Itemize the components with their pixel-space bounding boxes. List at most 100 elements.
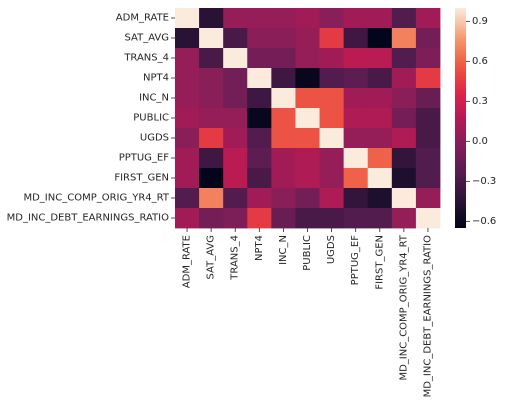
heatmap-cell (271, 88, 296, 109)
y-tick-label: INC_N (139, 93, 169, 104)
heatmap-cell (343, 128, 369, 149)
heatmap-cell (295, 8, 320, 29)
heatmap-cell (247, 148, 272, 169)
heatmap-cell (295, 28, 320, 49)
heatmap-cell (367, 88, 393, 109)
heatmap-cell (319, 28, 345, 49)
y-tick-label: PPTUG_EF (119, 153, 170, 164)
heatmap-cell (199, 128, 224, 149)
heatmap-cell (319, 108, 345, 129)
heatmap-cell (223, 108, 248, 129)
heatmap-cell (271, 48, 296, 69)
heatmap-cell (415, 8, 441, 29)
heatmap-cell (175, 148, 200, 169)
heatmap-cell (223, 208, 248, 229)
heatmap-cell (343, 8, 369, 29)
x-tick-label: FIRST_GEN (374, 235, 385, 290)
x-tick-label: UGDS (326, 235, 337, 264)
heatmap-cell (199, 148, 224, 169)
heatmap-cell (199, 108, 224, 129)
heatmap-cell (271, 208, 296, 229)
x-tick-label: PUBLIC (302, 235, 313, 271)
heatmap-cell (223, 128, 248, 149)
heatmap-cell (367, 68, 393, 89)
heatmap-cell (175, 128, 200, 149)
heatmap-cell (223, 8, 248, 29)
heatmap-cell (391, 188, 417, 209)
heatmap-cell (391, 128, 417, 149)
heatmap-cells (175, 8, 441, 229)
heatmap-cell (247, 208, 272, 229)
heatmap-cell (271, 108, 296, 129)
colorbar-ticks: 0.9 0.6 0.3 0.0 −0.3 −0.6 (466, 16, 496, 227)
heatmap-cell (391, 88, 417, 109)
heatmap-cell (223, 148, 248, 169)
heatmap-cell (295, 88, 320, 109)
heatmap-cell (367, 168, 393, 189)
heatmap-cell (343, 208, 369, 229)
heatmap-cell (319, 88, 345, 109)
heatmap-cell (343, 188, 369, 209)
colorbar-tick-label: 0.9 (472, 16, 488, 27)
y-tick-label: NPT4 (143, 73, 169, 84)
y-tick-label: PUBLIC (133, 113, 169, 124)
heatmap-cell (247, 88, 272, 109)
heatmap-cell (223, 188, 248, 209)
heatmap-cell (199, 188, 224, 209)
heatmap-cell (223, 68, 248, 89)
x-tick-label: SAT_AVG (206, 235, 217, 280)
colorbar-gradient (455, 8, 466, 228)
heatmap-cell (295, 68, 320, 89)
heatmap-cell (295, 148, 320, 169)
x-tick-label: NPT4 (254, 235, 265, 261)
heatmap-cell (175, 168, 200, 189)
heatmap-cell (319, 188, 345, 209)
heatmap-cell (415, 168, 441, 189)
heatmap-cell (343, 148, 369, 169)
x-tick-label: MD_INC_COMP_ORIG_YR4_RT (398, 234, 409, 380)
y-tick-labels: ADM_RATE SAT_AVG TRANS_4 NPT4 INC_N PUBLIC UGD… (7, 13, 175, 224)
x-tick-label: ADM_RATE (182, 235, 193, 288)
y-tick-label: UGDS (140, 133, 169, 144)
heatmap-cell (319, 68, 345, 89)
x-tick-label: MD_INC_DEBT_EARNINGS_RATIO (422, 235, 433, 398)
heatmap-cell (391, 148, 417, 169)
heatmap-cell (415, 108, 441, 129)
x-tick-label: INC_N (278, 235, 289, 265)
heatmap-cell (199, 68, 224, 89)
y-tick-label: MD_INC_COMP_ORIG_YR4_RT (23, 193, 169, 204)
heatmap-cell (367, 148, 393, 169)
heatmap-cell (247, 168, 272, 189)
heatmap-cell (343, 48, 369, 69)
heatmap-cell (247, 68, 272, 89)
heatmap-cell (343, 68, 369, 89)
heatmap-cell (319, 208, 345, 229)
heatmap-cell (367, 108, 393, 129)
y-tick-label: SAT_AVG (125, 33, 170, 44)
heatmap-cell (247, 188, 272, 209)
heatmap-cell (367, 188, 393, 209)
heatmap-cell (391, 168, 417, 189)
x-tick-label: TRANS_4 (230, 235, 241, 281)
heatmap-cell (271, 188, 296, 209)
colorbar (455, 8, 466, 228)
heatmap-cell (247, 48, 272, 69)
heatmap-cell (175, 48, 200, 69)
colorbar-tick-label: 0.3 (472, 96, 488, 107)
heatmap-cell (175, 8, 200, 29)
heatmap-cell (175, 108, 200, 129)
y-tick-label: FIRST_GEN (114, 173, 169, 184)
heatmap-cell (295, 168, 320, 189)
colorbar-tick-label: 0.0 (472, 136, 488, 147)
heatmap-cell (367, 28, 393, 49)
heatmap-cell (415, 128, 441, 149)
heatmap-cell (175, 208, 200, 229)
heatmap-cell (367, 8, 393, 29)
heatmap-cell (175, 68, 200, 89)
heatmap-cell (223, 168, 248, 189)
heatmap-cell (415, 28, 441, 49)
heatmap-cell (247, 128, 272, 149)
heatmap-cell (367, 48, 393, 69)
heatmap-cell (415, 188, 441, 209)
